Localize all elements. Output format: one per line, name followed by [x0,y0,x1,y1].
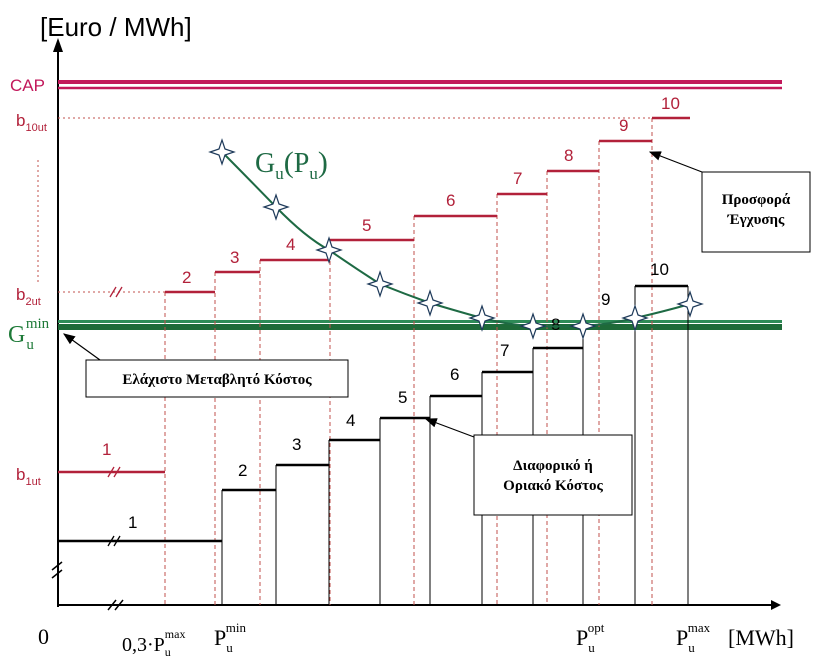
curve-marker [315,236,343,264]
origin-label: 0 [38,624,49,649]
cost-step-label-10: 10 [650,260,669,279]
x-axis-unit: [MWh] [728,625,794,650]
cost-step-label-4: 4 [346,411,355,430]
curve-marker [416,289,444,317]
cost-step-label-1: 1 [128,513,137,532]
gmin-line-a [58,320,782,323]
offer-step-label-10: 10 [661,94,680,113]
cost-step-label-6: 6 [450,365,459,384]
cost-step-label-9: 9 [601,290,610,309]
curve-marker [468,304,496,332]
b1ut-label: b1ut [16,465,41,488]
x-label-p03: 0,3·Pumax [122,627,185,659]
callout-offer-arrow [648,151,703,173]
x-axis-arrow [771,600,781,610]
cost-break [107,535,121,547]
callout-marginal-arrow [424,418,475,438]
b10ut-label: b10ut [16,111,47,134]
gu-curve-markers [208,138,704,340]
y-axis-arrow [53,38,63,52]
curve-marker [676,290,704,318]
cost-step-label-3: 3 [292,435,301,454]
offer-step-label-1: 1 [102,440,111,459]
cost-step-label-2: 2 [238,461,247,480]
offer-step-label-4: 4 [286,235,295,254]
cost-step-segments [58,284,688,543]
curve-marker [366,270,394,298]
cap-label: CAP [10,76,45,95]
curve-marker [208,138,236,166]
y-axis-unit: [Euro / MWh] [40,12,192,42]
x-label-pmin: Pumin [214,620,246,655]
x-label-pmax: Pumax [676,620,711,655]
offer-step-label-6: 6 [446,191,455,210]
callout-mincost-box [85,359,349,398]
cost-step-label-5: 5 [398,388,407,407]
callout-mincost-text: Ελάχιστο Μεταβλητό Κόστος [122,372,312,388]
callout-marginal-box [473,434,633,516]
offer-verticals [164,118,653,605]
callout-offer-line1: Προσφορά [722,192,791,208]
cost-step-label-8: 8 [551,315,560,334]
curve-marker [569,312,597,340]
offer-step-label-9: 9 [619,116,628,135]
offer-step-label-3: 3 [230,248,239,267]
offer-step-label-2: 2 [182,268,191,287]
callout-mincost-arrow [63,333,101,361]
offer-step-label-8: 8 [564,146,573,165]
axis-break-marks [51,561,124,611]
callout-marginal-line1: Διαφορικό ή [513,458,593,474]
cost-step-label-7: 7 [500,341,509,360]
b2ut-label: b2ut [16,285,41,308]
x-label-popt: Puopt [576,620,605,655]
callout-marginal-line2: Οριακό Κόστος [503,478,603,494]
gu-curve [221,151,691,328]
callout-offer-line2: Έγχυσης [727,212,785,228]
gmin-label: Gumin [8,316,50,353]
offer-step-segments [165,116,690,294]
curve-marker [262,193,290,221]
callout-offer-box [701,171,811,253]
b2ut-break [109,286,123,298]
gu-curve-label: Gu(Pu) [255,146,328,183]
gmin-line-b [58,324,782,330]
curve-marker [519,312,547,340]
offer-step-label-5: 5 [362,216,371,235]
b1ut-break [107,466,121,478]
curve-marker [621,304,649,332]
offer-step-label-7: 7 [513,169,522,188]
